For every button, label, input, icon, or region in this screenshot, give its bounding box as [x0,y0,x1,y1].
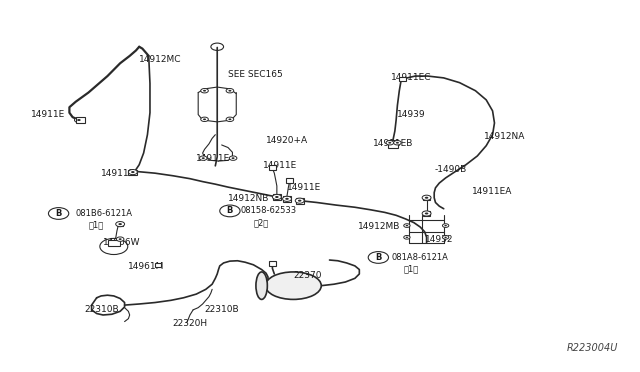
Circle shape [444,225,447,226]
Text: 14912NB: 14912NB [228,194,269,203]
Text: 14911EC: 14911EC [391,73,431,83]
Circle shape [232,157,235,159]
Text: 14911E: 14911E [101,169,136,178]
Circle shape [116,222,125,227]
Circle shape [425,212,428,215]
Circle shape [422,195,431,200]
Text: 14912MC: 14912MC [139,55,182,64]
FancyBboxPatch shape [155,263,161,267]
Circle shape [118,238,122,240]
Text: 14911E: 14911E [31,110,65,119]
Text: 14939: 14939 [397,110,426,119]
Ellipse shape [256,272,268,299]
Circle shape [298,200,301,202]
Circle shape [406,237,408,238]
Circle shape [273,195,282,199]
Circle shape [228,90,232,92]
FancyBboxPatch shape [296,198,303,203]
FancyBboxPatch shape [424,196,429,200]
Text: B: B [375,253,381,262]
Circle shape [116,237,124,241]
Text: 22370: 22370 [293,271,322,280]
Text: （2）: （2） [253,218,269,227]
Text: B: B [56,209,62,218]
Circle shape [203,118,206,120]
Circle shape [422,211,431,216]
Circle shape [388,142,391,144]
Text: SEE SEC165: SEE SEC165 [228,70,283,79]
FancyBboxPatch shape [423,211,430,216]
Text: 081B6-6121A: 081B6-6121A [76,209,132,218]
Text: 08158-62533: 08158-62533 [241,206,297,215]
Text: 14912MB: 14912MB [358,222,401,231]
Text: 14911E: 14911E [196,154,230,163]
Circle shape [229,156,237,160]
Circle shape [228,118,232,120]
Circle shape [74,118,83,123]
Circle shape [200,156,207,160]
FancyBboxPatch shape [269,262,276,266]
FancyBboxPatch shape [273,194,281,200]
Circle shape [129,170,137,174]
Circle shape [201,117,209,122]
Text: 14911E: 14911E [287,183,321,192]
FancyBboxPatch shape [76,118,85,123]
Text: 22320H: 22320H [173,319,208,328]
Ellipse shape [266,272,321,299]
Circle shape [295,198,304,203]
Circle shape [444,237,447,238]
Text: （1）: （1） [88,220,104,229]
Circle shape [118,223,122,225]
Circle shape [425,197,428,199]
Text: （1）: （1） [404,264,419,273]
Circle shape [283,196,291,201]
FancyBboxPatch shape [117,222,124,226]
Text: 14911EB: 14911EB [372,140,413,148]
Text: 14911EA: 14911EA [472,187,513,196]
Text: 22310B: 22310B [84,305,118,314]
FancyBboxPatch shape [108,240,120,246]
Circle shape [226,117,234,122]
Circle shape [131,171,134,173]
Circle shape [202,157,205,159]
Text: 14912NA: 14912NA [484,132,525,141]
Text: 22310B: 22310B [205,305,239,314]
FancyBboxPatch shape [129,170,137,174]
Circle shape [201,89,209,93]
Text: 14920+A: 14920+A [266,136,308,145]
Circle shape [404,224,410,227]
Text: 14961M: 14961M [129,262,164,271]
Text: 14956W: 14956W [103,238,141,247]
Text: 081A8-6121A: 081A8-6121A [391,253,448,262]
Circle shape [442,224,449,227]
Text: R223004U: R223004U [567,343,618,353]
Circle shape [285,198,289,200]
Circle shape [396,142,399,144]
Text: 14932: 14932 [425,235,453,244]
Circle shape [226,89,234,93]
Text: B: B [227,206,233,215]
Circle shape [404,235,410,239]
FancyBboxPatch shape [269,166,276,170]
Text: 14911E: 14911E [263,161,297,170]
Circle shape [406,225,408,226]
Circle shape [77,119,81,121]
FancyBboxPatch shape [388,140,398,148]
Circle shape [386,141,394,145]
FancyBboxPatch shape [284,196,291,202]
Circle shape [442,235,449,239]
Circle shape [275,196,278,198]
Circle shape [203,90,206,92]
Circle shape [394,141,401,145]
FancyBboxPatch shape [286,178,292,183]
Text: -1490B: -1490B [434,165,467,174]
FancyBboxPatch shape [399,77,406,81]
